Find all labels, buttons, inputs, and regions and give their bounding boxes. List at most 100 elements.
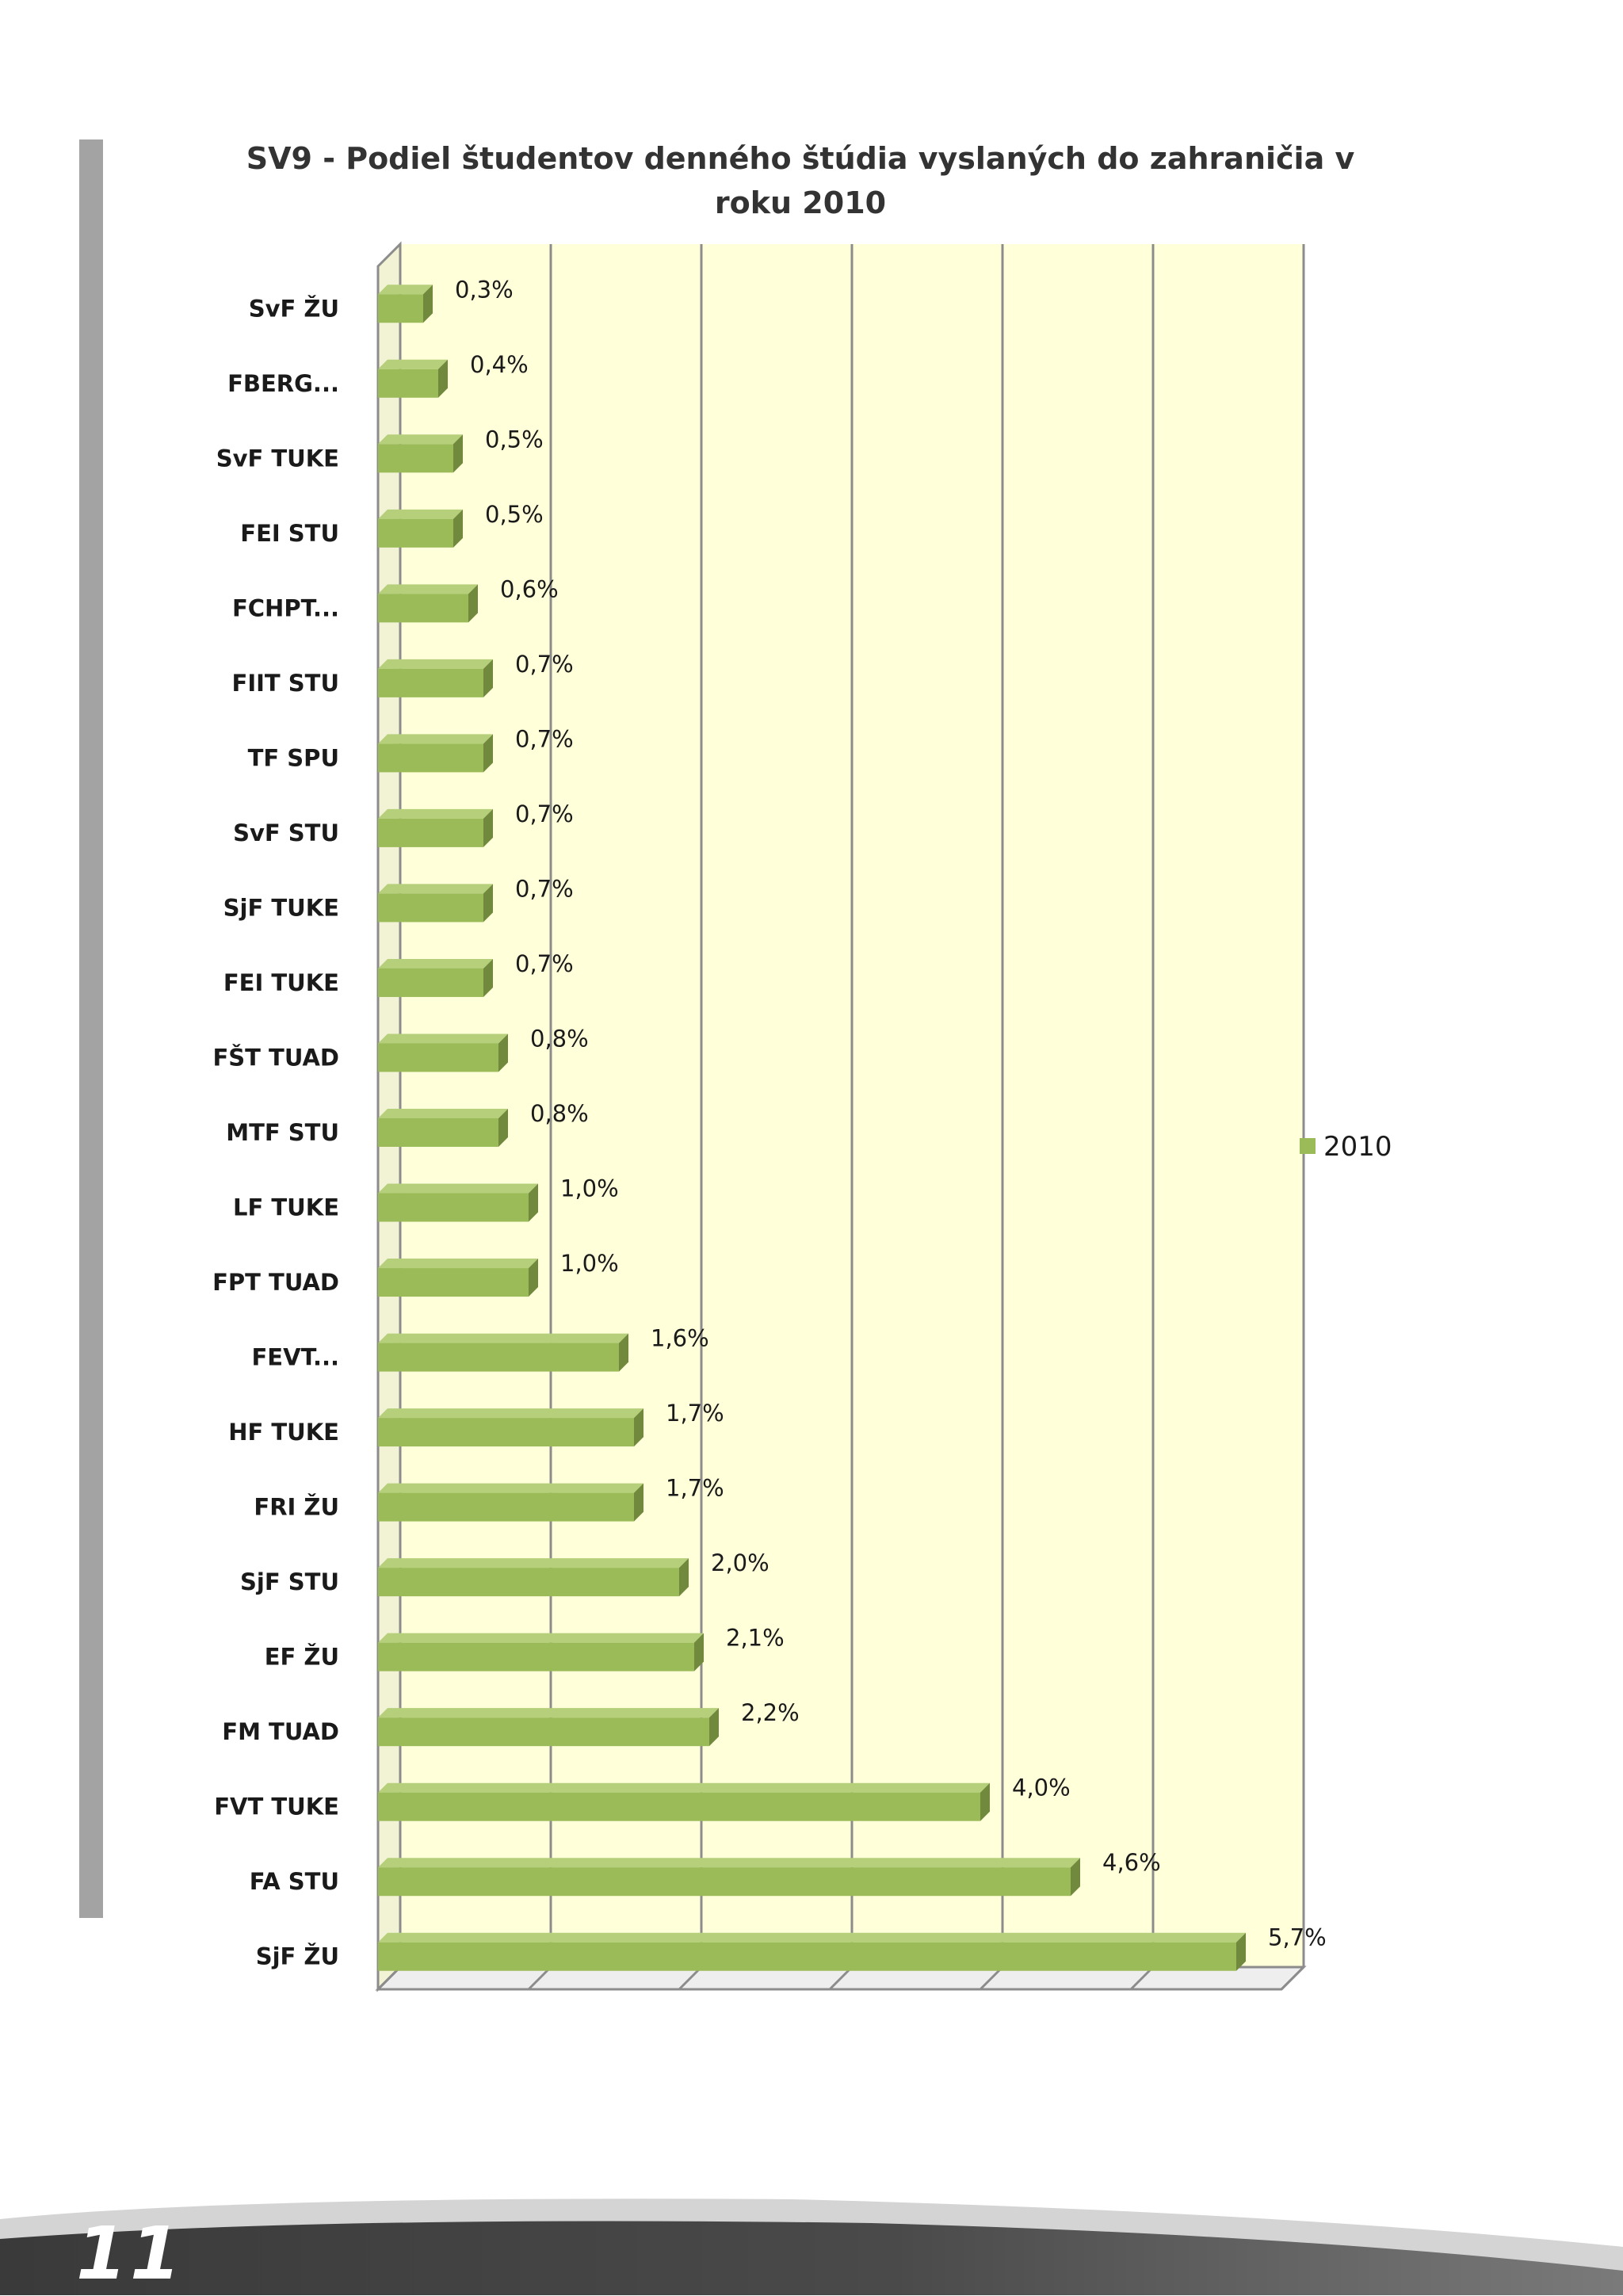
bar — [378, 743, 483, 773]
bar-top — [378, 285, 433, 295]
bar-end — [634, 1483, 643, 1522]
bar-top — [378, 1633, 704, 1643]
bar-top — [378, 1109, 508, 1118]
bar — [378, 1118, 498, 1147]
side-accent-bar — [79, 139, 103, 1918]
bar-end — [483, 808, 493, 847]
bar-top — [378, 1858, 1080, 1868]
category-label: FEI TUKE — [223, 969, 339, 996]
bar-top — [378, 1558, 689, 1568]
bar — [378, 1492, 634, 1522]
footer-swoosh — [0, 2199, 1623, 2295]
category-label: TF SPU — [248, 744, 339, 771]
bar — [378, 968, 483, 997]
bar — [378, 294, 423, 323]
value-label: 0,5% — [485, 501, 544, 528]
value-label: 0,3% — [455, 276, 514, 303]
category-label: LF TUKE — [233, 1194, 339, 1221]
bar — [378, 1867, 1071, 1897]
bar-end — [483, 958, 493, 997]
value-label: 0,7% — [515, 950, 574, 977]
value-label: 4,6% — [1102, 1849, 1161, 1876]
gridline-floor-tick — [1280, 1966, 1305, 1991]
value-label: 0,7% — [515, 875, 574, 902]
bar — [378, 518, 453, 548]
bar-top — [378, 1483, 643, 1493]
value-label: 2,0% — [711, 1549, 769, 1576]
bar — [378, 893, 483, 923]
bar-end — [498, 1109, 508, 1147]
category-label: SvF STU — [233, 819, 339, 846]
category-label: FRI ŽU — [254, 1494, 339, 1521]
legend-swatch — [1300, 1138, 1316, 1154]
bar-end — [498, 1033, 508, 1072]
value-label: 0,4% — [470, 351, 529, 378]
category-label: SvF TUKE — [216, 445, 339, 472]
category-label: FCHPT... — [232, 594, 339, 621]
value-label: 0,7% — [515, 651, 574, 678]
value-label: 4,0% — [1012, 1775, 1071, 1801]
bar-top — [378, 1183, 538, 1194]
bar — [378, 1268, 529, 1297]
labels: SvF ŽU 0,3% FBERG... 0,4% SvF TUKE 0,5% FEI ST… — [212, 276, 1327, 1969]
bar-end — [468, 584, 478, 623]
bar-top — [378, 1333, 628, 1343]
bar-end — [679, 1558, 689, 1597]
bar — [378, 1043, 498, 1072]
value-label: 1,7% — [666, 1400, 724, 1427]
bar — [378, 818, 483, 847]
bar-end — [438, 359, 448, 398]
category-label: FEVT... — [252, 1344, 340, 1371]
bar-top — [378, 434, 463, 445]
bar-end — [709, 1708, 719, 1747]
category-label: SjF ŽU — [256, 1943, 339, 1970]
chart-title: SV9 - Podiel študentov denného štúdia vy… — [246, 141, 1355, 220]
bar-end — [619, 1333, 628, 1372]
bar — [378, 1717, 709, 1747]
legend-label: 2010 — [1323, 1131, 1392, 1163]
category-label: FA STU — [250, 1868, 339, 1895]
value-label: 1,6% — [651, 1325, 709, 1352]
bar — [378, 369, 438, 398]
bar — [378, 1942, 1236, 1971]
bar — [378, 594, 468, 623]
bar-top — [378, 659, 493, 669]
value-label: 0,8% — [530, 1025, 589, 1052]
category-label: FBERG... — [227, 370, 339, 397]
category-label: SjF STU — [240, 1568, 339, 1595]
bar-end — [483, 734, 493, 773]
bar-top — [378, 958, 493, 968]
bar-end — [694, 1633, 704, 1671]
bar-top — [378, 509, 463, 519]
bar-top — [378, 1259, 538, 1269]
value-label: 0,7% — [515, 800, 574, 827]
page-number: 11 — [76, 2211, 185, 2296]
bar-end — [483, 884, 493, 923]
category-label: FEI STU — [240, 520, 339, 547]
bar — [378, 1568, 679, 1597]
bar-end — [529, 1259, 538, 1297]
bar-top — [378, 808, 493, 819]
value-label: 5,7% — [1268, 1924, 1327, 1951]
bar-end — [483, 659, 493, 697]
category-label: SjF TUKE — [223, 894, 339, 921]
bar-end — [453, 434, 463, 473]
category-label: FŠT TUAD — [212, 1044, 339, 1071]
bar — [378, 1193, 529, 1222]
bar-end — [634, 1408, 643, 1447]
value-label: 0,8% — [530, 1100, 589, 1127]
bars — [378, 285, 1246, 1971]
category-label: HF TUKE — [228, 1419, 339, 1446]
category-label: EF ŽU — [265, 1644, 339, 1671]
category-label: SvF ŽU — [249, 295, 339, 322]
bar-top — [378, 584, 478, 594]
legend: 2010 — [1300, 1131, 1392, 1163]
bar — [378, 444, 453, 473]
bar-top — [378, 1033, 508, 1044]
bar-top — [378, 1782, 990, 1793]
bar — [378, 1792, 980, 1821]
bar — [378, 1343, 619, 1372]
bar-end — [980, 1782, 990, 1821]
bar — [378, 668, 483, 697]
